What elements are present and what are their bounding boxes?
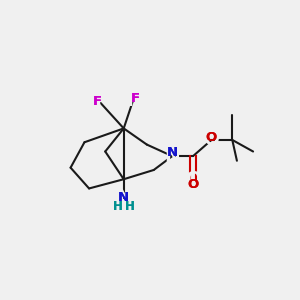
Text: F: F xyxy=(93,94,102,108)
Text: H: H xyxy=(113,200,123,213)
Text: N: N xyxy=(116,188,132,207)
Text: F: F xyxy=(131,92,140,105)
Text: N: N xyxy=(118,191,129,204)
Text: O: O xyxy=(204,130,219,149)
Text: N: N xyxy=(167,146,178,159)
Text: F: F xyxy=(94,94,107,112)
Text: N: N xyxy=(164,147,180,166)
Text: O: O xyxy=(206,131,217,144)
Text: H: H xyxy=(124,200,134,213)
Text: O: O xyxy=(185,170,201,189)
Text: O: O xyxy=(188,178,199,191)
Text: H: H xyxy=(124,200,134,213)
Text: F: F xyxy=(127,91,140,110)
Text: N: N xyxy=(118,191,129,204)
Text: F: F xyxy=(93,94,102,108)
Text: O: O xyxy=(206,131,217,144)
Text: H: H xyxy=(113,200,123,213)
Text: N: N xyxy=(167,146,178,159)
Text: O: O xyxy=(188,178,199,191)
Text: F: F xyxy=(131,92,140,105)
